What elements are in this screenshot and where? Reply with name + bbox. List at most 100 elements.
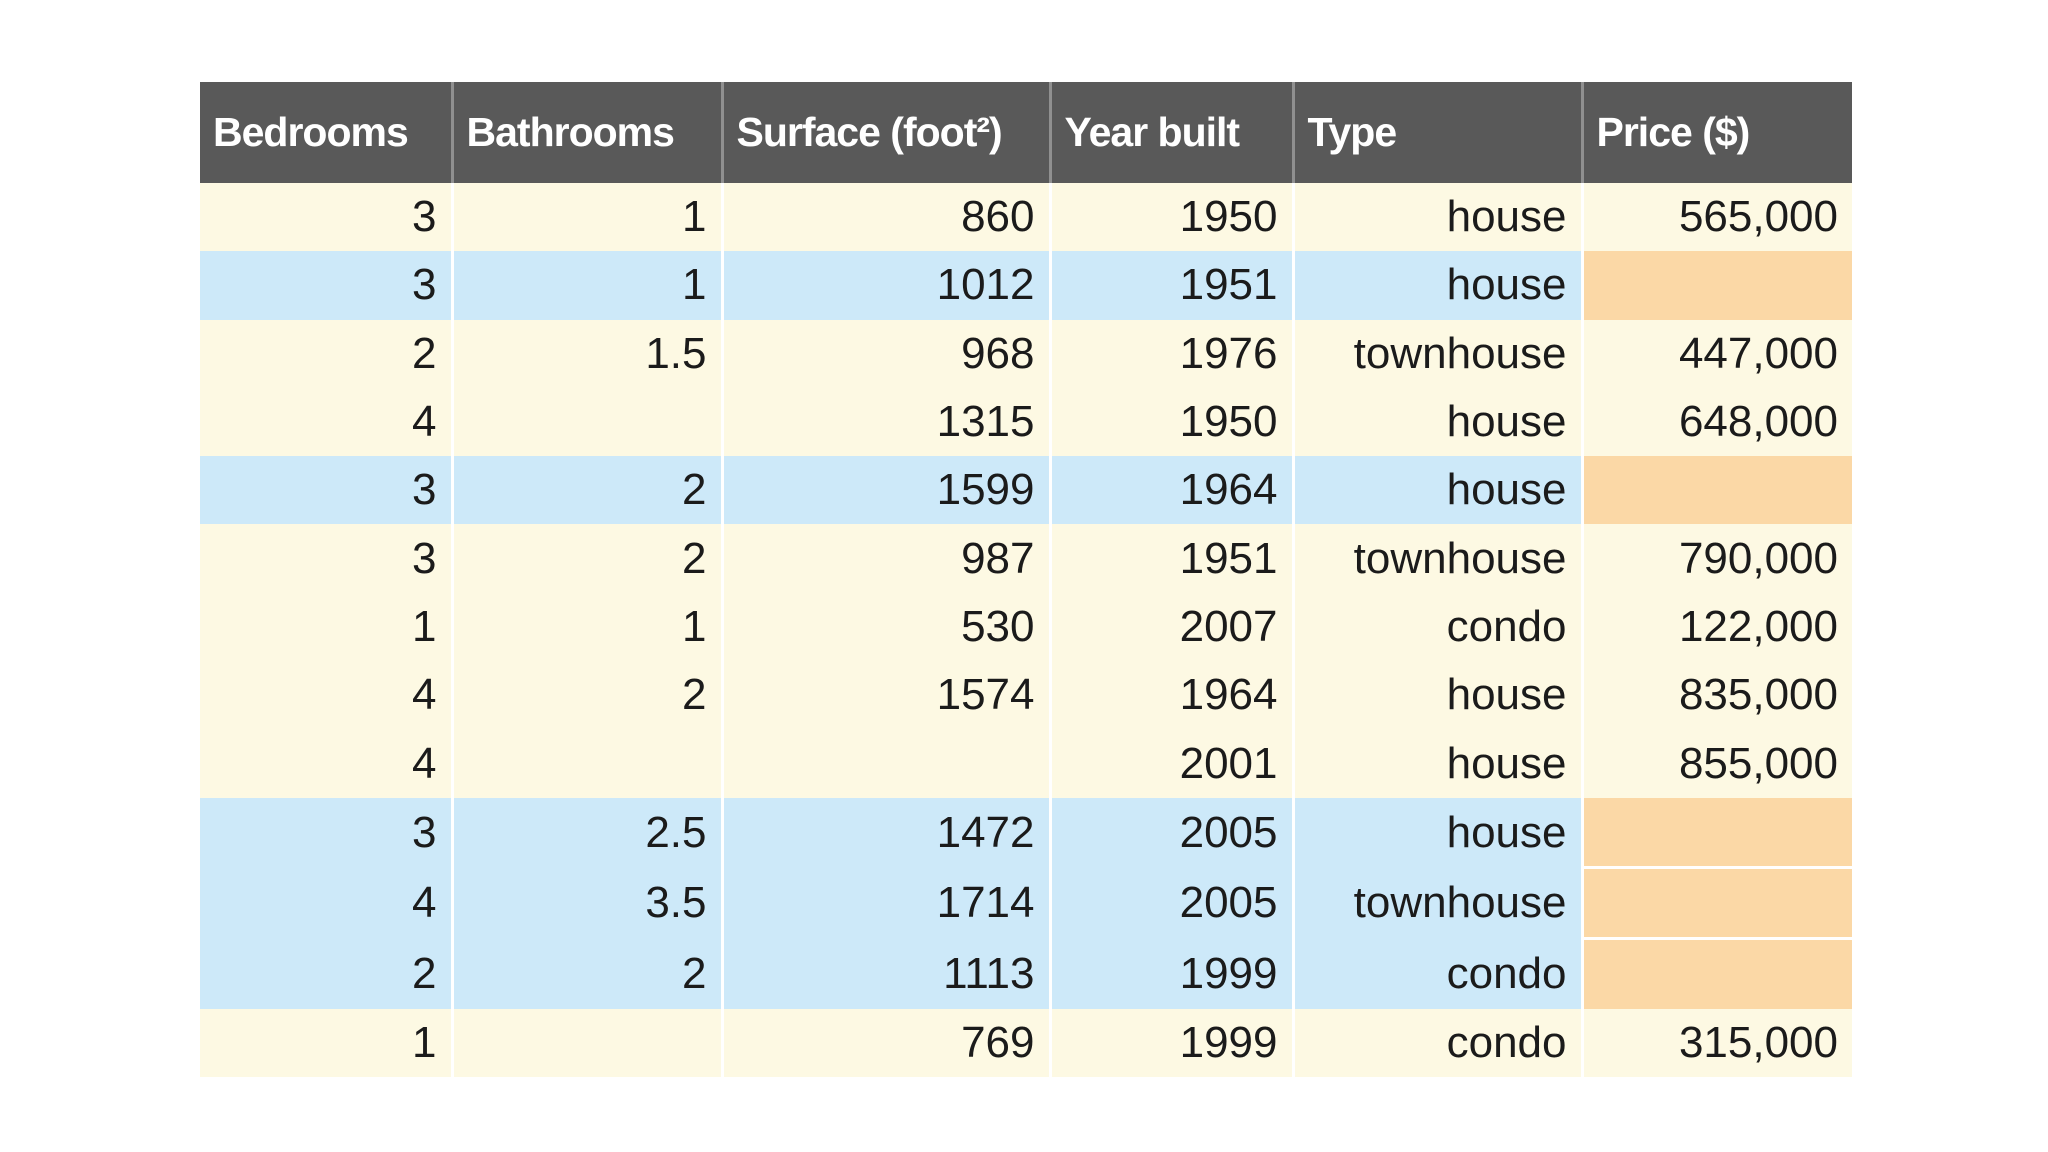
cell-bedrooms: 3 (200, 524, 452, 593)
table-row: 4 2001 house 855,000 (200, 729, 1852, 798)
cell-surface: 1315 (720, 387, 1050, 457)
housing-table: Bedrooms Bathrooms Surface (foot²) Year … (200, 82, 1852, 1077)
cell-surface: 1012 (720, 251, 1050, 320)
header-row: Bedrooms Bathrooms Surface (foot²) Year … (200, 82, 1852, 183)
cell-price: 122,000 (1580, 592, 1852, 662)
cell-type: townhouse (1291, 524, 1582, 593)
cell-surface: 1472 (720, 797, 1050, 868)
cell-year-built: 1999 (1048, 938, 1293, 1009)
cell-bedrooms: 2 (200, 319, 452, 388)
cell-price-missing (1580, 797, 1852, 868)
col-header-bathrooms: Bathrooms (450, 82, 722, 183)
cell-bathrooms: 1 (450, 251, 722, 320)
table-row: 3 2.5 1472 2005 house (200, 797, 1852, 868)
cell-bathrooms: 2.5 (450, 797, 722, 868)
cell-bathrooms: 2 (450, 938, 722, 1009)
cell-price: 790,000 (1580, 524, 1852, 593)
cell-bathrooms: 1 (450, 183, 722, 252)
cell-surface: 530 (720, 592, 1050, 662)
col-header-price: Price ($) (1580, 82, 1852, 183)
col-header-surface: Surface (foot²) (720, 82, 1050, 183)
cell-bedrooms: 2 (200, 938, 452, 1009)
cell-type: house (1291, 797, 1582, 868)
cell-year-built: 2005 (1048, 797, 1293, 868)
cell-surface: 1599 (720, 456, 1050, 525)
cell-year-built: 1951 (1048, 524, 1293, 593)
cell-surface: 968 (720, 319, 1050, 388)
cell-bedrooms: 4 (200, 867, 452, 939)
cell-price-missing (1580, 251, 1852, 320)
table-row: 2 2 1113 1999 condo (200, 937, 1852, 1009)
table-row: 3 2 1599 1964 house (200, 456, 1852, 525)
cell-bedrooms: 4 (200, 661, 452, 730)
cell-type: condo (1291, 592, 1582, 662)
cell-price-missing (1580, 865, 1852, 939)
cell-price-missing (1580, 456, 1852, 525)
cell-price-missing (1580, 937, 1852, 1009)
table-row: 3 1 860 1950 house 565,000 (200, 183, 1852, 252)
cell-type: house (1291, 456, 1582, 525)
cell-price: 315,000 (1580, 1008, 1852, 1077)
cell-type: house (1291, 729, 1582, 798)
cell-price: 565,000 (1580, 183, 1852, 252)
table-row: 3 2 987 1951 townhouse 790,000 (200, 524, 1852, 593)
col-header-type: Type (1291, 82, 1582, 183)
cell-year-built: 2007 (1048, 592, 1293, 662)
col-header-year-built: Year built (1048, 82, 1293, 183)
cell-type: townhouse (1291, 867, 1582, 939)
cell-year-built: 1950 (1048, 183, 1293, 252)
cell-bedrooms: 3 (200, 251, 452, 320)
cell-bedrooms: 1 (200, 592, 452, 662)
cell-type: house (1291, 251, 1582, 320)
cell-bathrooms: 3.5 (450, 867, 722, 939)
cell-bedrooms: 4 (200, 387, 452, 457)
cell-year-built: 1964 (1048, 661, 1293, 730)
cell-year-built: 2005 (1048, 867, 1293, 939)
table-row: 2 1.5 968 1976 townhouse 447,000 (200, 319, 1852, 388)
cell-surface: 1714 (720, 867, 1050, 939)
cell-year-built: 1950 (1048, 387, 1293, 457)
cell-price: 648,000 (1580, 387, 1852, 457)
cell-surface (720, 729, 1050, 798)
cell-type: house (1291, 661, 1582, 730)
cell-bathrooms: 2 (450, 661, 722, 730)
cell-bathrooms: 2 (450, 524, 722, 593)
cell-price: 855,000 (1580, 729, 1852, 798)
cell-type: condo (1291, 1008, 1582, 1077)
cell-bathrooms (450, 1008, 722, 1077)
cell-year-built: 1964 (1048, 456, 1293, 525)
cell-year-built: 1951 (1048, 251, 1293, 320)
cell-surface: 1113 (720, 938, 1050, 1009)
cell-type: condo (1291, 938, 1582, 1009)
cell-bathrooms: 1 (450, 592, 722, 662)
table-row: 4 1315 1950 house 648,000 (200, 387, 1852, 457)
cell-surface: 987 (720, 524, 1050, 593)
cell-bedrooms: 1 (200, 1008, 452, 1077)
cell-type: townhouse (1291, 319, 1582, 388)
col-header-bedrooms: Bedrooms (200, 82, 452, 183)
table-row: 3 1 1012 1951 house (200, 251, 1852, 320)
cell-bathrooms: 2 (450, 456, 722, 525)
table-row: 1 1 530 2007 condo 122,000 (200, 592, 1852, 662)
cell-type: house (1291, 183, 1582, 252)
cell-bathrooms (450, 729, 722, 798)
cell-surface: 860 (720, 183, 1050, 252)
cell-bathrooms: 1.5 (450, 319, 722, 388)
cell-year-built: 1976 (1048, 319, 1293, 388)
cell-type: house (1291, 387, 1582, 457)
cell-year-built: 2001 (1048, 729, 1293, 798)
cell-surface: 769 (720, 1008, 1050, 1077)
cell-bedrooms: 3 (200, 797, 452, 868)
table-row: 4 3.5 1714 2005 townhouse (200, 865, 1852, 939)
cell-bedrooms: 4 (200, 729, 452, 798)
cell-bedrooms: 3 (200, 456, 452, 525)
cell-year-built: 1999 (1048, 1008, 1293, 1077)
cell-price: 835,000 (1580, 661, 1852, 730)
cell-surface: 1574 (720, 661, 1050, 730)
cell-bedrooms: 3 (200, 183, 452, 252)
cell-price: 447,000 (1580, 319, 1852, 388)
table-row: 1 769 1999 condo 315,000 (200, 1008, 1852, 1077)
table-row: 4 2 1574 1964 house 835,000 (200, 661, 1852, 730)
cell-bathrooms (450, 387, 722, 457)
